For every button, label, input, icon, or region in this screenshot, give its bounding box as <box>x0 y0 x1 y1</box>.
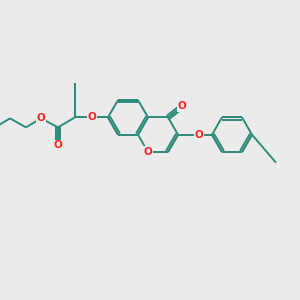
Text: O: O <box>37 113 45 123</box>
Text: O: O <box>54 140 62 150</box>
Text: O: O <box>195 130 203 140</box>
Text: O: O <box>144 147 152 157</box>
Text: O: O <box>88 112 96 122</box>
Text: O: O <box>178 101 186 111</box>
